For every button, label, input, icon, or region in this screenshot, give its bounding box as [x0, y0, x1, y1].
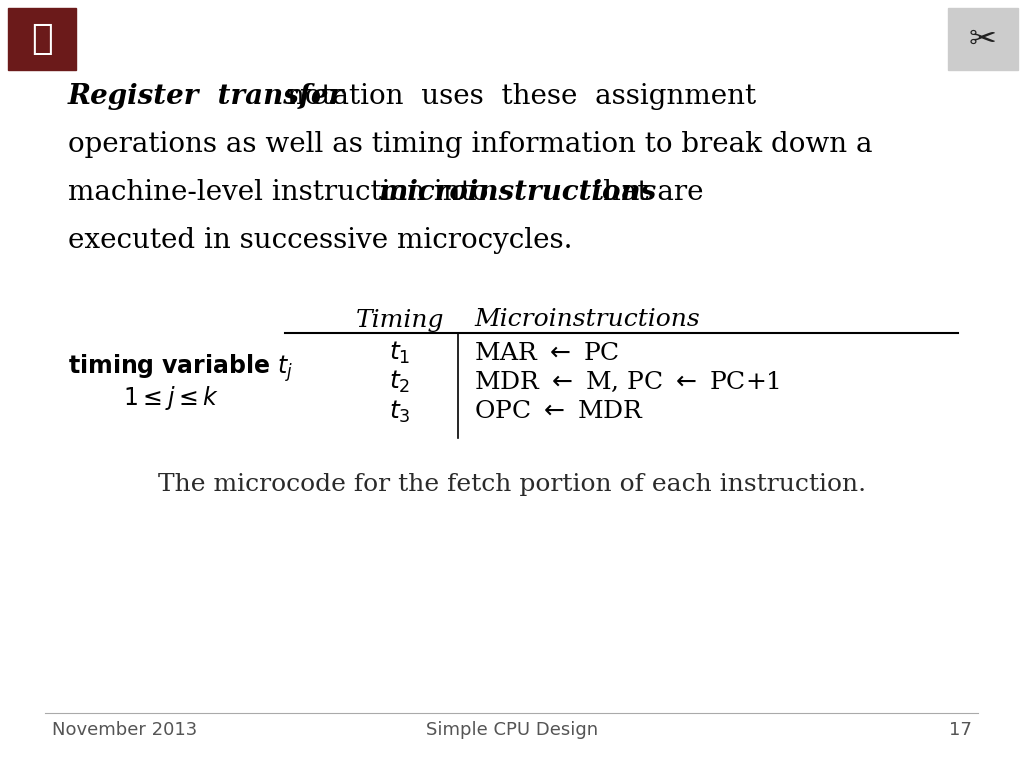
Bar: [8, 8, 76, 70]
Text: $\mathbf{timing\ variable}\ \mathit{t}_j$: $\mathbf{timing\ variable}\ \mathit{t}_j…: [68, 353, 293, 384]
Text: OPC $\leftarrow$ MDR: OPC $\leftarrow$ MDR: [474, 400, 644, 423]
Text: The microcode for the fetch portion of each instruction.: The microcode for the fetch portion of e…: [158, 474, 866, 496]
Text: executed in successive microcycles.: executed in successive microcycles.: [68, 227, 572, 253]
Text: $t_2$: $t_2$: [389, 369, 411, 395]
Text: MDR $\leftarrow$ M, PC $\leftarrow$ PC+1: MDR $\leftarrow$ M, PC $\leftarrow$ PC+1: [474, 370, 780, 394]
Text: that are: that are: [583, 178, 703, 206]
Text: Ỽ: Ỽ: [31, 22, 53, 56]
Text: Register  transfer: Register transfer: [68, 82, 344, 110]
Text: November 2013: November 2013: [52, 721, 198, 739]
Text: Microinstructions: Microinstructions: [474, 309, 699, 332]
Bar: [948, 8, 1018, 70]
Text: 17: 17: [949, 721, 972, 739]
Text: MAR $\leftarrow$ PC: MAR $\leftarrow$ PC: [474, 342, 620, 365]
Text: $1 \leq j \leq k$: $1 \leq j \leq k$: [123, 384, 219, 412]
Text: notation  uses  these  assignment: notation uses these assignment: [278, 82, 756, 110]
Text: $t_1$: $t_1$: [389, 340, 411, 366]
Text: Simple CPU Design: Simple CPU Design: [426, 721, 598, 739]
Text: microinstructions: microinstructions: [378, 178, 656, 206]
Text: Timing: Timing: [355, 309, 444, 332]
Text: $t_3$: $t_3$: [389, 399, 411, 425]
Text: machine-level instruction into: machine-level instruction into: [68, 178, 498, 206]
Text: ✂: ✂: [969, 22, 997, 55]
Text: operations as well as timing information to break down a: operations as well as timing information…: [68, 131, 872, 157]
